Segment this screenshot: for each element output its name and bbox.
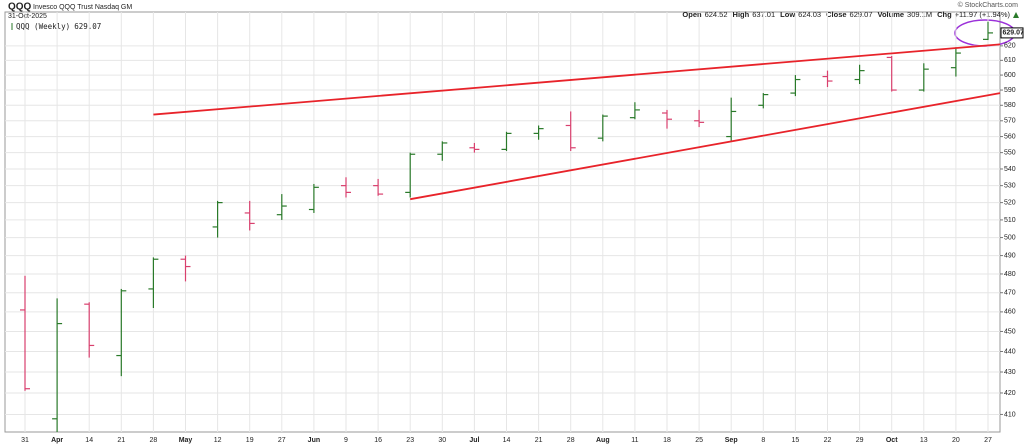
- y-tick-label: 500: [1004, 234, 1016, 241]
- y-tick-label: 570: [1004, 118, 1016, 125]
- y-tick-label: 450: [1004, 328, 1016, 335]
- quote-value: 629.07: [850, 10, 873, 19]
- y-tick-label: 420: [1004, 390, 1016, 397]
- legend: QQQ (Weekly) 629.07: [11, 22, 101, 31]
- x-tick-label: 30: [438, 437, 446, 444]
- y-tick-label: 470: [1004, 290, 1016, 297]
- credit: © StockCharts.com: [958, 1, 1019, 9]
- quote-value: 309.1M: [907, 10, 932, 19]
- quote-label: Close: [826, 10, 846, 19]
- price-box: [1000, 27, 1024, 39]
- x-tick-label: Oct: [886, 437, 898, 444]
- x-tick-label: 15: [792, 437, 800, 444]
- y-tick-label: 510: [1004, 217, 1016, 224]
- quote-value: +11.97 (+1.94%): [955, 10, 1011, 19]
- y-tick-label: 560: [1004, 133, 1016, 140]
- y-tick-label: 410: [1004, 411, 1016, 418]
- trend-line: [153, 43, 1001, 116]
- x-tick-label: 31: [21, 437, 29, 444]
- y-tick-label: 430: [1004, 369, 1016, 376]
- quote-label: Volume: [878, 10, 905, 19]
- x-tick-label: 19: [246, 437, 254, 444]
- x-tick-label: 21: [117, 437, 125, 444]
- x-tick-label: May: [179, 437, 193, 444]
- x-tick-label: 29: [856, 437, 864, 444]
- x-tick-label: 21: [535, 437, 543, 444]
- x-tick-label: 16: [374, 437, 382, 444]
- y-tick-label: 520: [1004, 199, 1016, 206]
- subtitle: Invesco QQQ Trust Nasdaq GM: [33, 4, 132, 11]
- x-tick-label: Jul: [469, 437, 479, 444]
- x-tick-label: Apr: [51, 437, 63, 444]
- y-tick-label: 440: [1004, 348, 1016, 355]
- y-tick-label: 540: [1004, 166, 1016, 173]
- x-tick-label: 18: [663, 437, 671, 444]
- quote-value: 624.03: [798, 10, 821, 19]
- x-tick-label: 14: [85, 437, 93, 444]
- legend-text: QQQ (Weekly) 629.07: [16, 22, 101, 31]
- up-arrow: [1013, 12, 1019, 18]
- x-tick-label: 14: [503, 437, 511, 444]
- y-tick-label: 590: [1004, 87, 1016, 94]
- plot-frame: [4, 11, 1001, 433]
- x-tick-label: 11: [631, 437, 638, 444]
- x-tick-label: 22: [824, 437, 832, 444]
- x-tick-label: 8: [761, 437, 765, 444]
- quote-label: Low: [780, 10, 795, 19]
- x-tick-label: 20: [952, 437, 960, 444]
- y-tick-label: 610: [1004, 57, 1016, 64]
- quote-label: High: [733, 10, 750, 19]
- y-tick-label: 490: [1004, 252, 1016, 259]
- legend-label: QQQ (Weekly): [16, 22, 70, 31]
- x-tick-label: 27: [984, 437, 992, 444]
- x-tick-label: Jun: [308, 437, 320, 444]
- y-tick-label: 460: [1004, 309, 1016, 316]
- x-tick-label: Sep: [725, 437, 738, 444]
- x-tick-label: 12: [214, 437, 222, 444]
- x-tick-label: 28: [567, 437, 575, 444]
- x-tick-label: 13: [920, 437, 928, 444]
- x-tick-label: 28: [150, 437, 158, 444]
- y-tick-label: 620: [1004, 43, 1016, 50]
- quote-label: Open: [682, 10, 702, 19]
- quote-label: Chg: [937, 10, 952, 19]
- x-tick-label: 25: [695, 437, 703, 444]
- x-tick-label: 9: [344, 437, 348, 444]
- price-box-label: 629.07: [1003, 30, 1024, 37]
- y-tick-label: 580: [1004, 102, 1016, 109]
- trend-line: [410, 92, 1001, 201]
- date: 31-Oct-2025: [8, 13, 47, 20]
- y-tick-label: 550: [1004, 149, 1016, 156]
- x-tick-label: 27: [278, 437, 286, 444]
- quote-value: 624.52: [705, 10, 728, 19]
- x-tick-label: Aug: [596, 437, 610, 444]
- y-tick-label: 600: [1004, 72, 1016, 79]
- legend-value: 629.07: [74, 22, 101, 31]
- y-tick-label: 530: [1004, 182, 1016, 189]
- x-tick-label: 23: [406, 437, 414, 444]
- y-tick-label: 480: [1004, 271, 1016, 278]
- symbol: QQQ: [8, 2, 32, 13]
